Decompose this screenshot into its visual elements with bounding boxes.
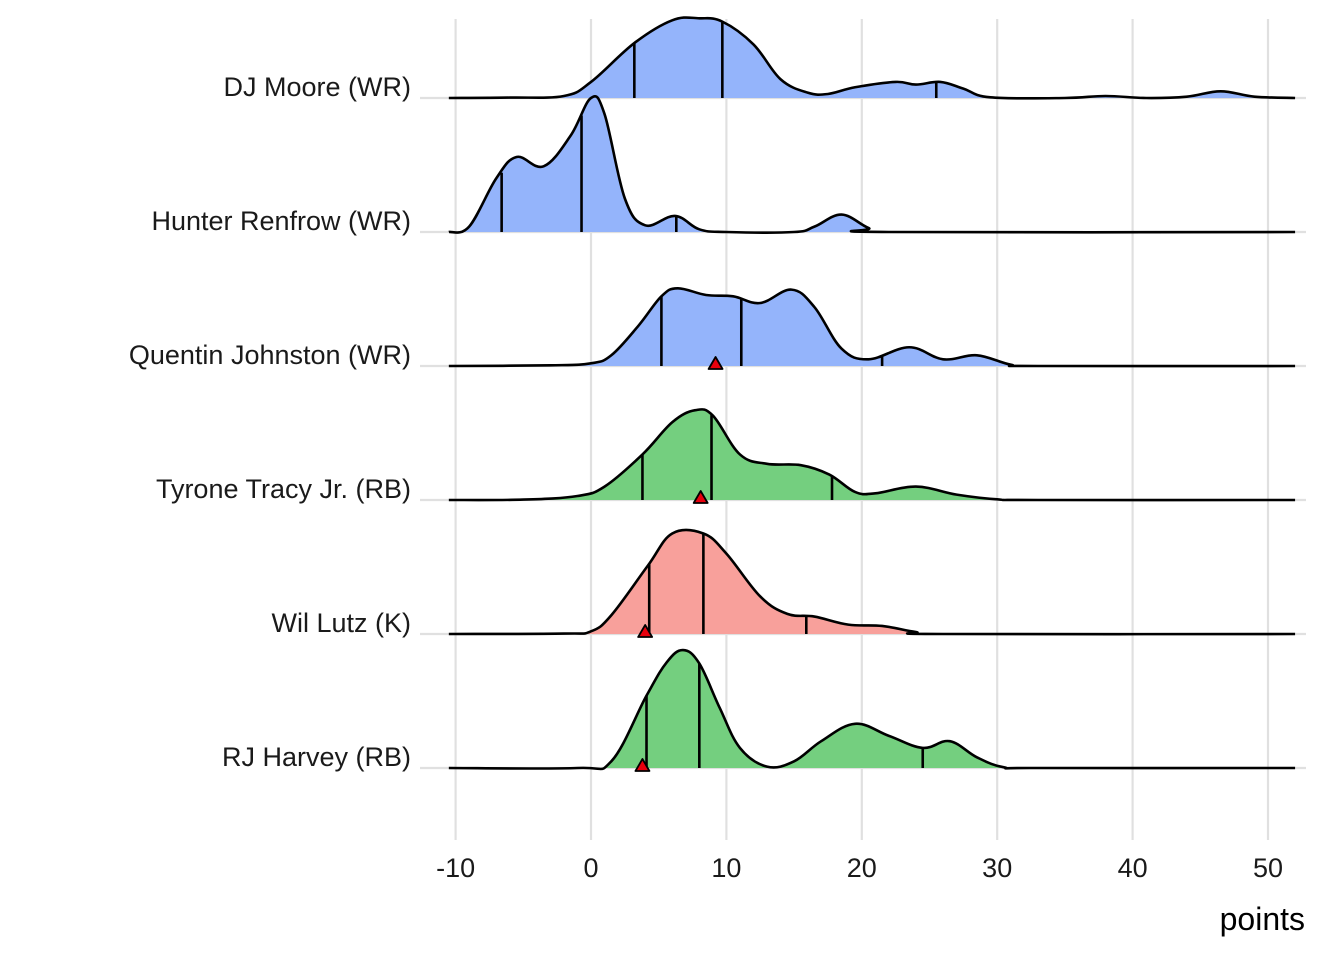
- y-axis-labels: DJ Moore (WR) Hunter Renfrow (WR) Quentin …: [129, 72, 411, 772]
- y-axis-label: Quentin Johnston (WR): [129, 340, 411, 370]
- y-axis-label: Hunter Renfrow (WR): [151, 206, 411, 236]
- y-axis-label: Wil Lutz (K): [271, 608, 411, 638]
- x-tick-label: 20: [847, 853, 877, 883]
- ridge-4: [448, 528, 1296, 638]
- ridges: [448, 16, 1296, 772]
- x-tick-label: 10: [711, 853, 741, 883]
- x-tick-label: 30: [982, 853, 1012, 883]
- marker-triangle: [634, 758, 651, 772]
- density-area: [448, 288, 1296, 367]
- density-line: [448, 95, 1296, 234]
- density-area: [448, 529, 1296, 635]
- density-line: [448, 528, 1296, 636]
- ridge-3: [448, 407, 1296, 504]
- x-tick-label: 0: [583, 853, 598, 883]
- x-axis-tick-labels: -10 0 10 20 30 40 50: [436, 853, 1283, 883]
- marker-triangle: [637, 624, 654, 638]
- x-tick-label: 50: [1253, 853, 1283, 883]
- density-line: [448, 407, 1296, 502]
- density-area: [448, 17, 1296, 99]
- x-tick-label: -10: [436, 853, 475, 883]
- density-line: [448, 648, 1296, 771]
- density-line: [448, 286, 1296, 368]
- density-area: [448, 96, 1296, 233]
- x-tick-label: 40: [1118, 853, 1148, 883]
- density-area: [448, 409, 1296, 501]
- x-axis-title: points: [1220, 901, 1305, 937]
- density-area: [448, 650, 1296, 770]
- marker-triangle: [707, 356, 724, 370]
- ridge-2: [448, 286, 1296, 370]
- marker-triangle: [692, 490, 709, 504]
- ridge-1: [448, 95, 1296, 234]
- ridge-0: [448, 16, 1296, 100]
- y-axis-label: DJ Moore (WR): [224, 72, 412, 102]
- density-line: [448, 16, 1296, 100]
- ridge-5: [448, 648, 1296, 772]
- y-axis-label: Tyrone Tracy Jr. (RB): [156, 474, 411, 504]
- y-axis-label: RJ Harvey (RB): [222, 742, 411, 772]
